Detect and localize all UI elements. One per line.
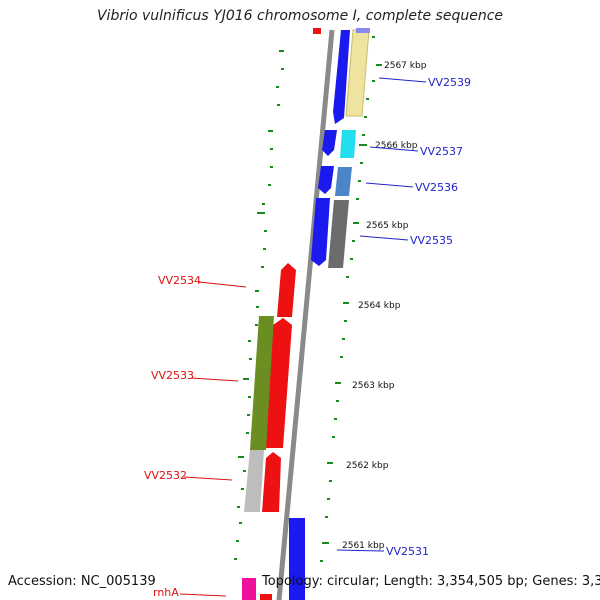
gene-block-rnha-2 [260,594,272,600]
topology-summary: Topology: circular; Length: 3,354,505 bp… [262,574,600,589]
gene-label-vv2532: VV2532 [144,469,187,482]
gene-block-vv2532[interactable] [244,450,264,512]
gene-block-rnha[interactable] [242,578,256,600]
gene-label-vv2531: VV2531 [386,545,429,558]
gc-dots-left [234,50,284,560]
gene-label-rnha: rnhA [153,586,179,599]
gene-arrow-vv2539[interactable] [333,30,350,124]
gene-arrow-vv2534[interactable] [277,263,296,317]
reverse-genes [242,263,296,600]
gene-arrow-vv2536[interactable] [318,166,334,194]
gene-label-vv2533: VV2533 [151,369,194,382]
forward-gene-labels: VV2539 VV2537 VV2536 VV2535 VV2531 [336,76,471,558]
map-title: Vibrio vulnificus YJ016 chromosome I, co… [96,8,504,24]
gene-label-vv2536: VV2536 [415,181,458,194]
tick-labels: 2567 kbp 2566 kbp 2565 kbp 2564 kbp 2563… [342,61,427,551]
gene-block-vv2535[interactable] [328,200,349,268]
gene-block-vv2537[interactable] [340,130,356,158]
gene-label-vv2534: VV2534 [158,274,201,287]
tick-label-2565: 2565 kbp [366,221,409,231]
gene-label-vv2535: VV2535 [410,234,453,247]
gene-arrow-vv2532[interactable] [262,452,281,512]
gene-block-vv2536[interactable] [335,167,352,196]
gc-dots-right [320,36,382,562]
tick-label-2567: 2567 kbp [384,61,427,71]
gene-arrow-vv2535[interactable] [311,198,330,266]
forward-genes [289,28,370,600]
gene-label-vv2539: VV2539 [428,76,471,89]
accession-text: Accession: NC_005139 [8,574,156,589]
tick-label-2562: 2562 kbp [346,461,389,471]
gene-label-vv2537: VV2537 [420,145,463,158]
gene-block-vv2539[interactable] [345,29,370,117]
tick-label-2566: 2566 kbp [375,141,418,151]
reverse-gene-labels: VV2534 VV2533 VV2532 rnhA [144,274,247,599]
gene-arrow-vv2537[interactable] [322,130,337,156]
gene-arrow-vv2533[interactable] [264,318,292,448]
tick-label-2564: 2564 kbp [358,301,401,311]
backbone-line [276,29,335,600]
gene-block-vv2533[interactable] [250,316,274,450]
tick-label-2561: 2561 kbp [342,541,385,551]
tick-label-2563: 2563 kbp [352,381,395,391]
gene-arrow-vv2539-top[interactable] [313,28,321,34]
gene-block-vv2531[interactable] [289,518,305,600]
gene-block-vv2539-top [356,28,370,33]
